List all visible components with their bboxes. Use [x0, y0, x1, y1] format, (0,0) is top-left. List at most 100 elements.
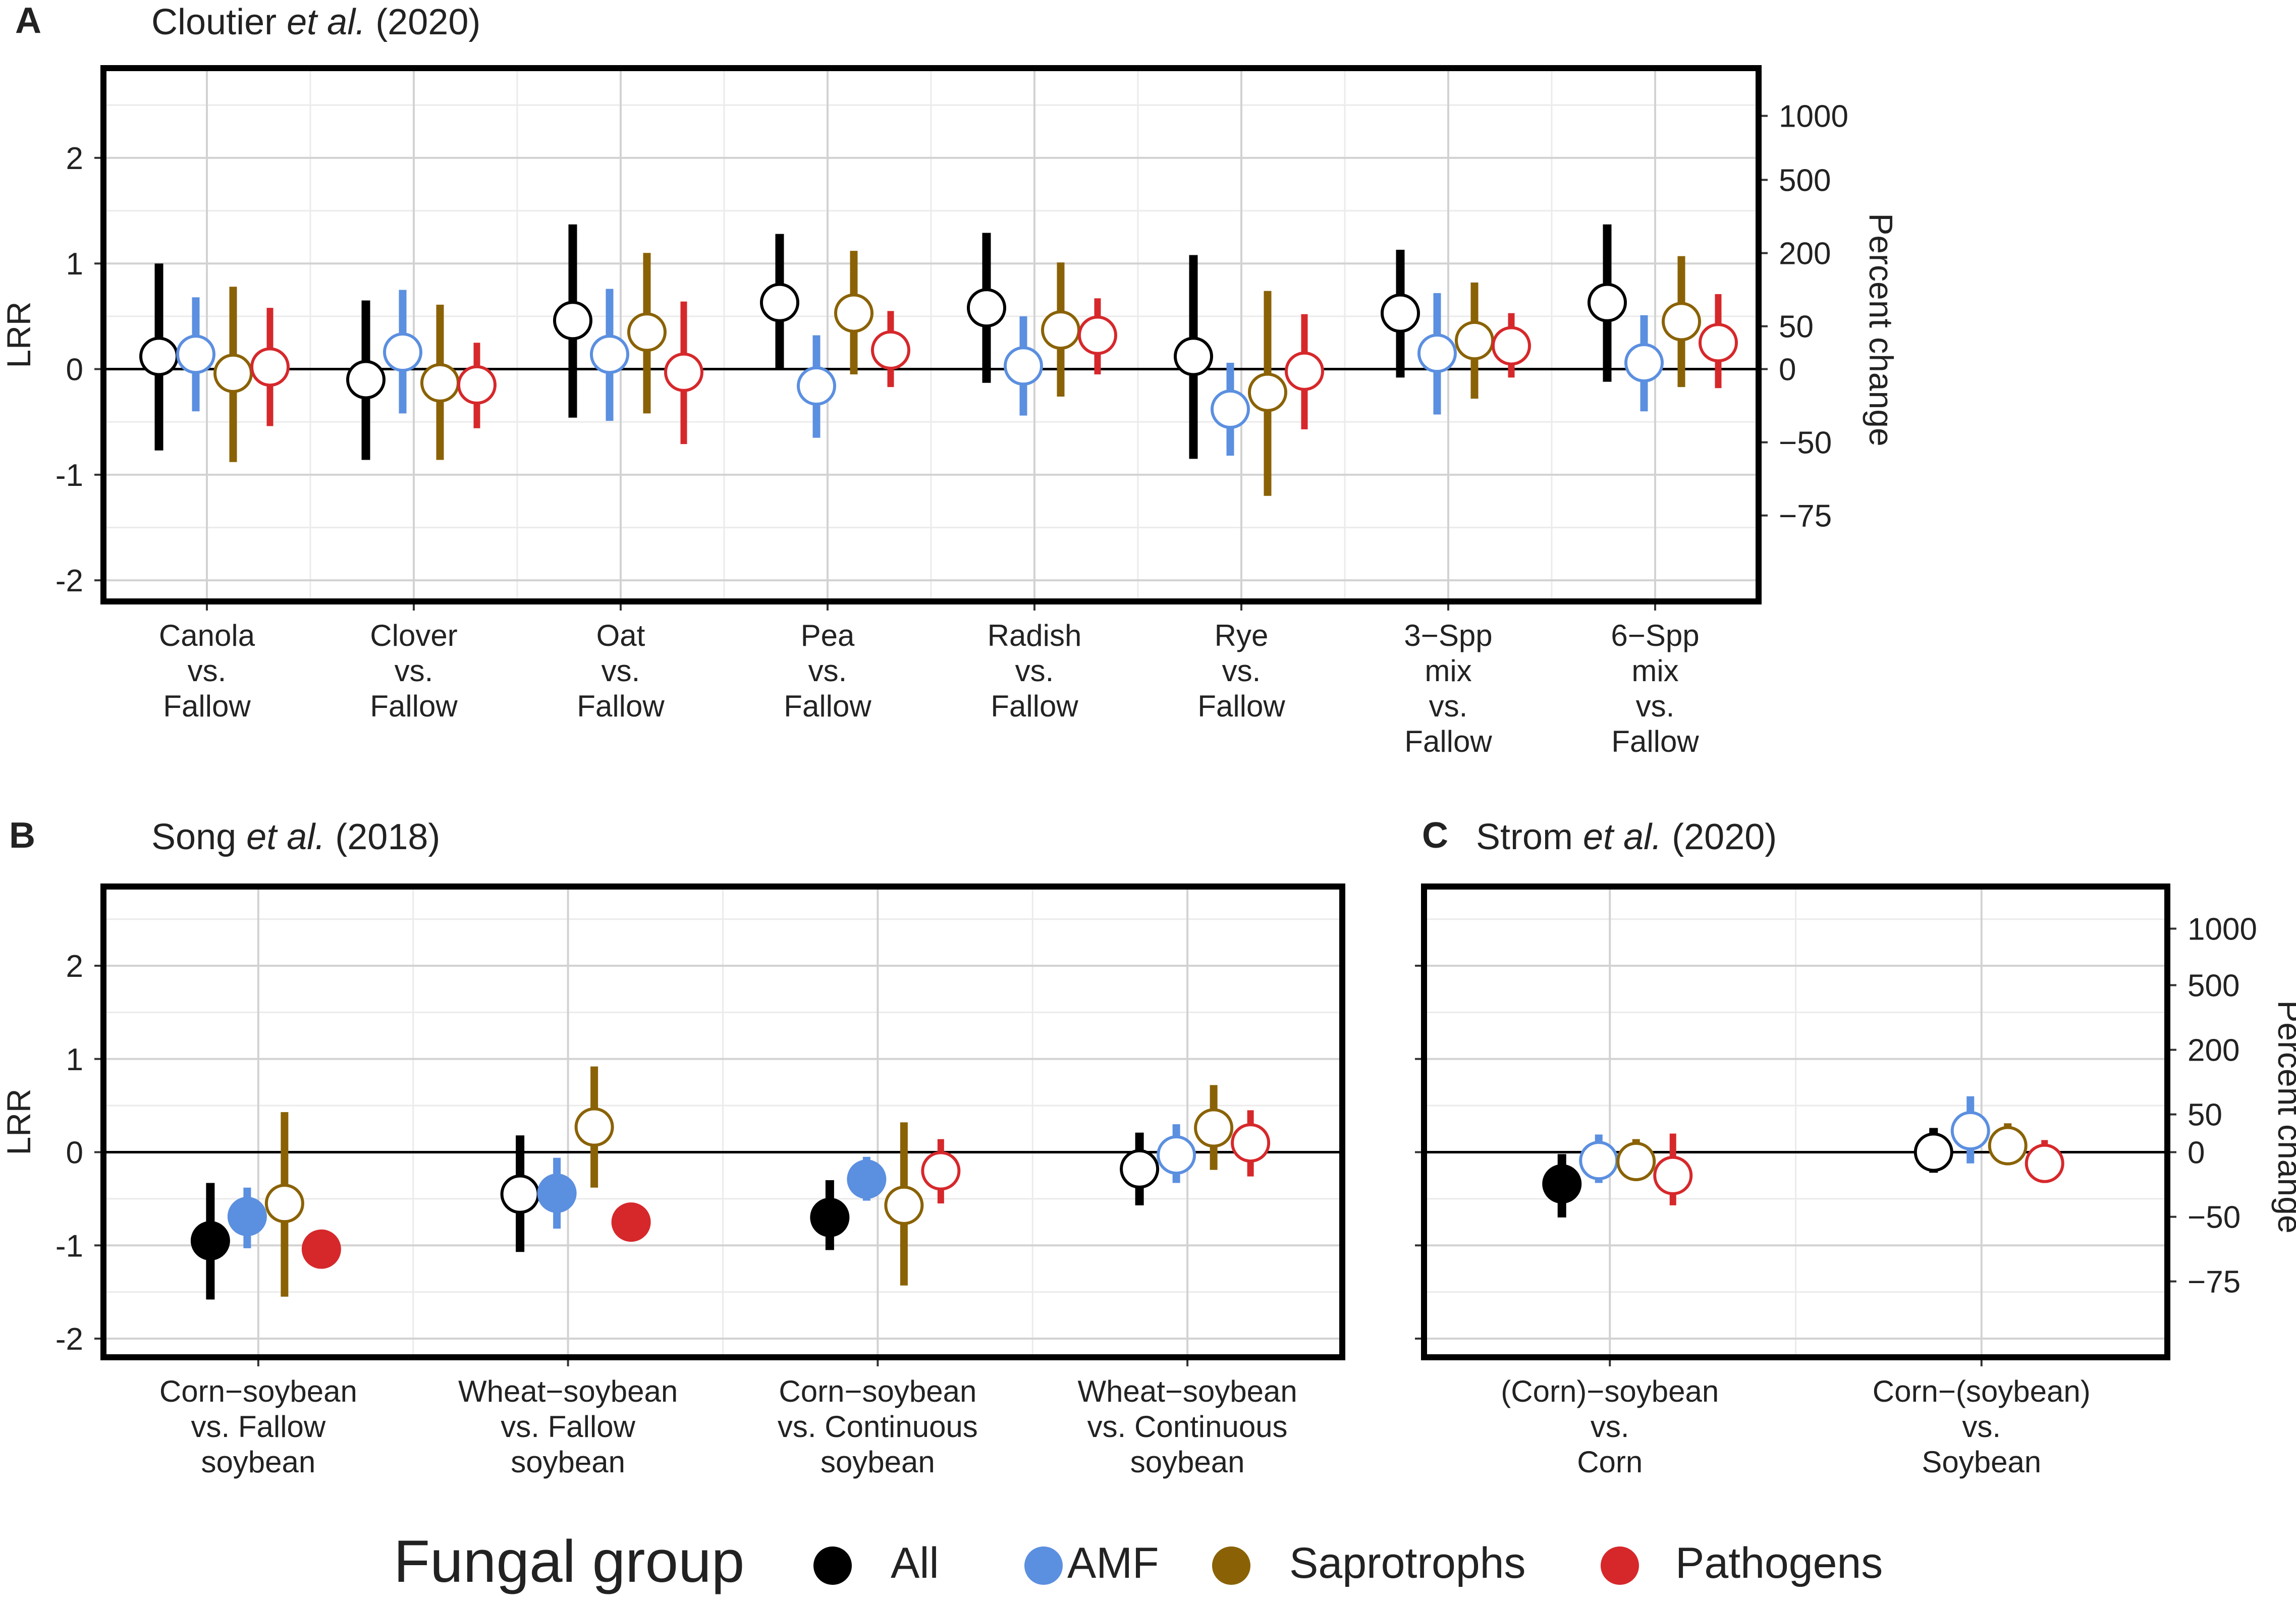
panel-a-point-amf [1417, 334, 1457, 373]
panel-b-x-tick-label: vs. Fallow [191, 1410, 326, 1444]
panel-c-right-tick-label: −50 [2188, 1200, 2240, 1235]
panel-c-point-path [1653, 1155, 1693, 1195]
panel-b-title-etal: et al. [246, 817, 325, 857]
panel-b-title-author: Song [151, 817, 246, 857]
panel-b-x-tick-label: vs. Continuous [778, 1410, 978, 1444]
panel-c-title-author: Strom [1476, 817, 1583, 857]
panel-c-point-sap [1616, 1142, 1656, 1182]
panel-c-right-tick-label: 200 [2188, 1033, 2239, 1068]
panel-b-point-sap [1194, 1108, 1234, 1148]
panel-b-point-path [301, 1229, 341, 1269]
panel-a-x-tick-label: vs. [1015, 654, 1054, 688]
panel-c-frame [1421, 883, 2170, 1360]
panel-b-x-tick-label: Corn−soybean [779, 1374, 976, 1408]
panel-a-point-all [346, 360, 386, 400]
legend-label-saprotrophs: Saprotrophs [1289, 1539, 1526, 1587]
panel-a-point-amf [590, 335, 629, 374]
panel-b-x-tick-label: vs. Continuous [1087, 1410, 1288, 1444]
panel-b-x-tick-label: Corn−soybean [159, 1374, 357, 1408]
legend-swatch-pathogens [1601, 1546, 1639, 1585]
panel-a-y-tick-label: 0 [66, 353, 83, 388]
panel-b-x-tick-label: vs. Fallow [501, 1410, 635, 1444]
panel-a-point-path [457, 365, 497, 405]
panel-a-x-tick-label: Clover [370, 619, 457, 652]
panel-a-point-amf [1624, 343, 1664, 382]
panel-a-right-axis-label: Percent change [1863, 213, 1900, 446]
panel-a-x-tick-label: Fallow [577, 689, 665, 723]
panel-c-x-tick-label: Corn [1577, 1445, 1643, 1479]
legend-swatch-all [813, 1546, 852, 1585]
panel-c-x-tick-label: (Corn)−soybean [1501, 1374, 1719, 1408]
panel-c-right-tick-label: 1000 [2188, 912, 2257, 947]
panel-b-title: Song et al. (2018) [151, 817, 440, 857]
panel-a-right-tick-label: 0 [1779, 353, 1796, 388]
panel-a-x-tick-label: Oat [596, 619, 645, 652]
panel-a-x-tick-label: Fallow [370, 689, 458, 723]
panel-a-point-path [1285, 351, 1324, 391]
panel-a-point-path [664, 352, 703, 392]
panel-b-point-sap [574, 1107, 614, 1147]
panel-c-right-axis-label: Percent change [2271, 1000, 2296, 1233]
panel-c-title-year: (2020) [1662, 817, 1777, 857]
panel-a-x-tick-label: vs. [1222, 654, 1261, 688]
panel-a-point-all [553, 301, 592, 341]
panel-a-right-tick-label: 1000 [1779, 99, 1848, 134]
panel-a-point-path [250, 347, 290, 387]
panel-a-point-path [1078, 315, 1117, 355]
panel-b-y-axis-label: LRR [0, 1088, 37, 1155]
panel-a-title-year: (2020) [365, 2, 480, 42]
panel-a-point-all [967, 288, 1006, 328]
panel-a-x-tick-label: Fallow [1197, 689, 1285, 723]
panel-a-y-tick-label: -1 [56, 458, 83, 493]
panel-c-point-amf [1950, 1111, 1990, 1151]
panel-b-point-all [810, 1197, 850, 1237]
panel-b-frame [100, 883, 1345, 1360]
panel-a-point-all [760, 283, 799, 322]
panel-b-point-path [921, 1151, 961, 1191]
panel-a-x-tick-label: vs. [1636, 689, 1675, 723]
panel-b-x-tick-label: soybean [1130, 1445, 1245, 1479]
panel-c-x-tick-label: vs. [1591, 1410, 1629, 1444]
panel-a-x-tick-label: Fallow [1611, 725, 1699, 758]
panel-a-point-path [871, 330, 910, 370]
panel-b-x-tick-label: Wheat−soybean [458, 1374, 678, 1408]
panel-b-x-tick-label: Wheat−soybean [1077, 1374, 1297, 1408]
panel-a-point-path [1699, 323, 1738, 363]
panel-a-point-amf [1211, 390, 1250, 429]
panel-c-x-tick-label: Corn−(soybean) [1873, 1374, 2091, 1408]
panel-b-title-year: (2018) [325, 817, 440, 857]
panel-b-point-path [1231, 1123, 1271, 1163]
panel-a-x-tick-label: vs. [808, 654, 847, 688]
panel-a-x-tick-label: 6−Spp [1611, 619, 1699, 652]
panel-a-x-tick-label: vs. [1429, 689, 1468, 723]
panel-a-title: Cloutier et al. (2020) [151, 2, 480, 42]
panel-a-right-tick-label: −75 [1779, 499, 1832, 534]
panel-a-y-tick-label: 1 [66, 247, 83, 282]
panel-b-point-sap [264, 1184, 304, 1224]
panel-a-frame [100, 65, 1762, 604]
panel-c-right-tick-label: −75 [2188, 1265, 2240, 1300]
panel-b-y-tick-label: 2 [66, 949, 83, 984]
panel-b-point-all [190, 1221, 230, 1261]
panel-b-y-tick-label: -2 [56, 1322, 83, 1357]
panel-a-point-amf [176, 335, 215, 374]
panel-a-point-sap [1455, 321, 1494, 361]
panel-c-point-sap [1988, 1126, 2028, 1166]
panel-c-point-all [1542, 1164, 1582, 1204]
panel-a-point-amf [797, 366, 836, 406]
legend-label-pathogens: Pathogens [1675, 1539, 1883, 1587]
panel-a-x-tick-label: Canola [159, 619, 255, 652]
panel-a-x-tick-label: Fallow [163, 689, 251, 723]
panel-a-point-path [1492, 326, 1531, 366]
panel-a-point-sap [627, 312, 667, 352]
panel-a-point-sap [834, 293, 873, 333]
panel-b-x-tick-label: soybean [511, 1445, 625, 1479]
panel-a-x-tick-label: mix [1425, 654, 1471, 688]
panel-a-point-sap [1248, 372, 1287, 412]
panel-b-point-amf [227, 1197, 267, 1237]
panel-letter-c: C [1422, 815, 1448, 856]
legend-title: Fungal group [394, 1528, 744, 1595]
